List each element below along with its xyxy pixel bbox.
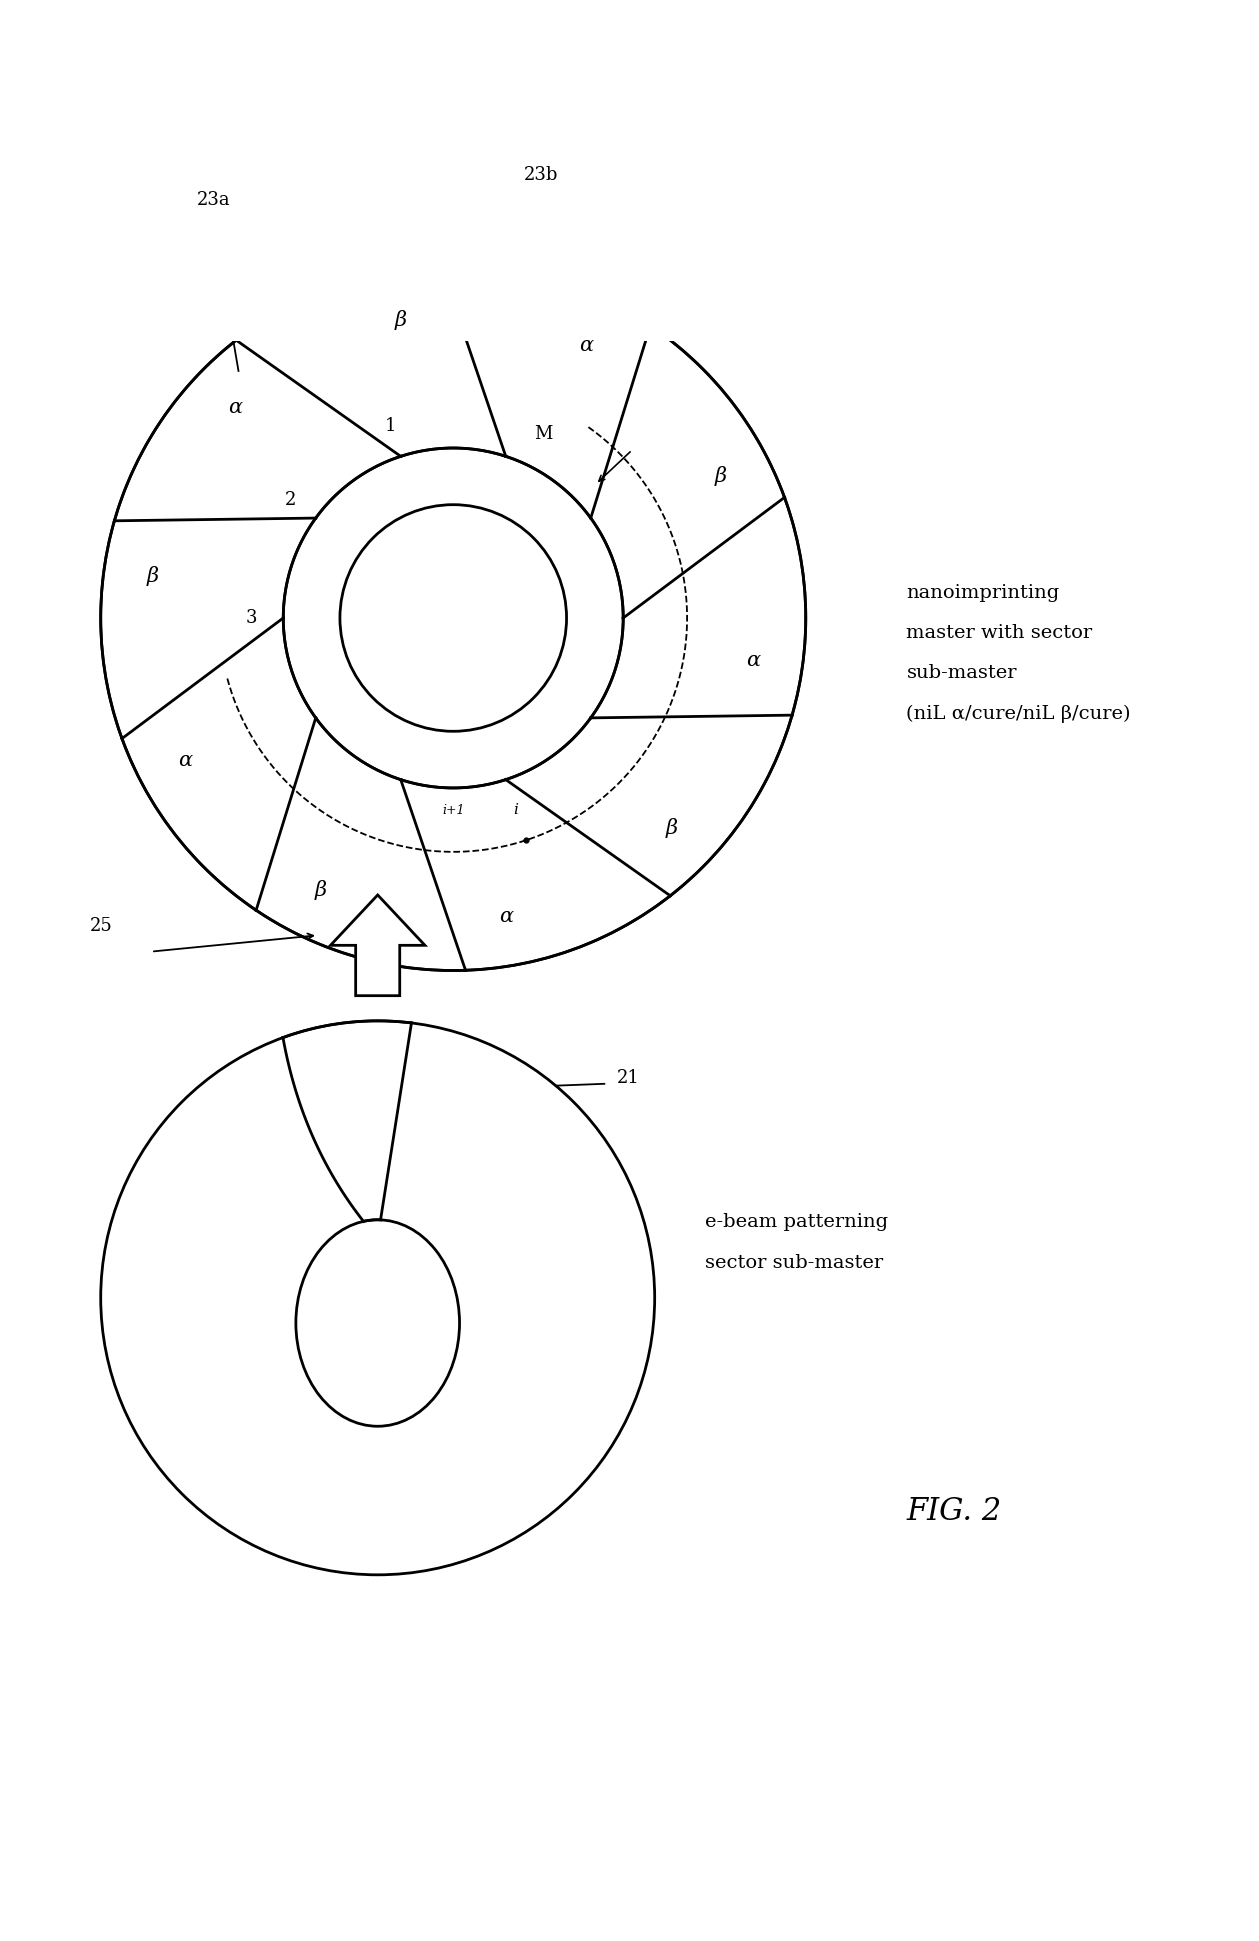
- Text: α: α: [228, 398, 242, 417]
- Text: 2: 2: [285, 491, 296, 509]
- Text: β: β: [147, 567, 159, 586]
- Text: sub-master: sub-master: [906, 664, 1017, 683]
- Text: master with sector: master with sector: [906, 625, 1093, 642]
- FancyArrow shape: [330, 895, 424, 996]
- Ellipse shape: [296, 1219, 460, 1427]
- Text: α: α: [747, 650, 760, 670]
- Text: FIG. 2: FIG. 2: [906, 1497, 1002, 1528]
- Text: i+1: i+1: [442, 804, 465, 817]
- Text: β: β: [394, 309, 407, 330]
- Text: 23b: 23b: [524, 165, 559, 184]
- Text: M: M: [534, 425, 553, 443]
- Text: 23a: 23a: [198, 190, 230, 210]
- Text: (niL α/cure/niL β/cure): (niL α/cure/niL β/cure): [906, 705, 1131, 722]
- Circle shape: [340, 505, 567, 732]
- Text: sector sub-master: sector sub-master: [705, 1254, 883, 1271]
- Text: 3: 3: [246, 609, 258, 627]
- Text: β: β: [665, 819, 677, 839]
- Text: α: α: [499, 906, 512, 926]
- Text: β: β: [315, 881, 326, 901]
- Text: e-beam patterning: e-beam patterning: [705, 1213, 888, 1231]
- Text: 1: 1: [385, 417, 397, 435]
- Text: i: i: [514, 802, 517, 817]
- Text: 21: 21: [617, 1068, 640, 1087]
- Text: nanoimprinting: nanoimprinting: [906, 584, 1060, 602]
- Text: α: α: [179, 751, 193, 771]
- Text: α: α: [579, 336, 593, 355]
- Text: β: β: [715, 466, 726, 485]
- Text: 25: 25: [89, 918, 112, 936]
